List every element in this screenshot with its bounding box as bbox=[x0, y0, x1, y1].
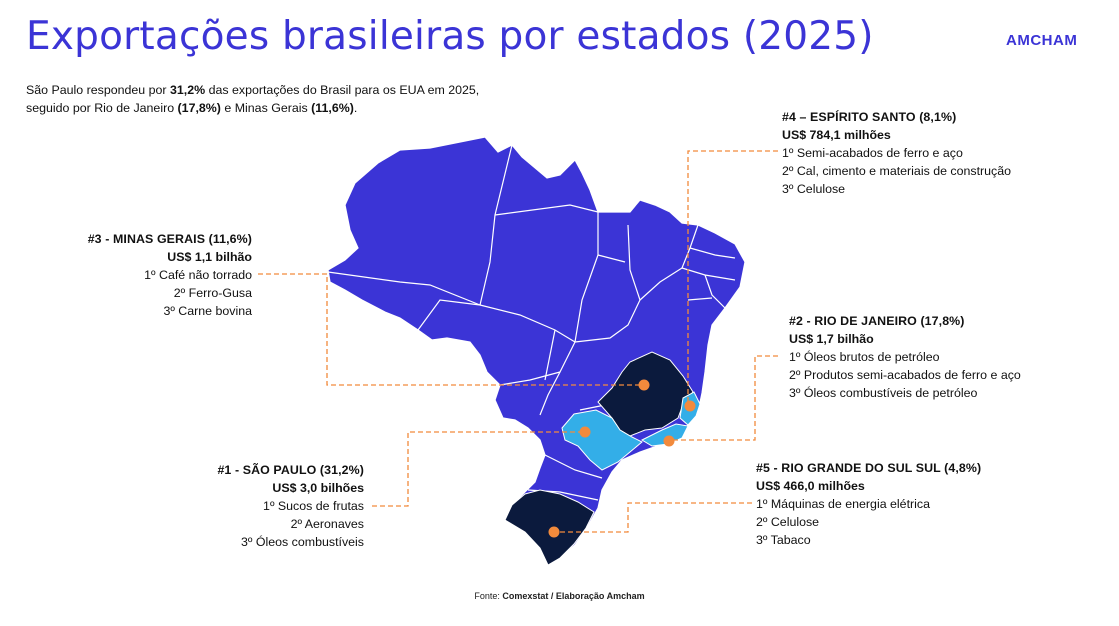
callout-item: 3º Óleos combustíveis bbox=[241, 535, 364, 549]
callout-item: 2º Produtos semi-acabados de ferro e aço bbox=[789, 368, 1021, 382]
brazil-outline bbox=[327, 136, 746, 566]
callout-title: #1 - SÃO PAULO (31,2%) bbox=[217, 463, 364, 477]
intro-part-1: São Paulo respondeu por bbox=[26, 83, 170, 97]
source-prefix: Fonte: bbox=[474, 591, 503, 601]
callout-item: 3º Tabaco bbox=[756, 533, 811, 547]
callout-item: 1º Óleos brutos de petróleo bbox=[789, 350, 940, 364]
intro-highlight-mg: (11,6%) bbox=[311, 101, 354, 115]
marker-espirito-santo[interactable] bbox=[684, 400, 696, 412]
callout-title: #5 - RIO GRANDE DO SUL SUL (4,8%) bbox=[756, 461, 982, 475]
callout-item: 1º Café não torrado bbox=[144, 268, 252, 282]
brand-logo[interactable]: AMCHAM bbox=[1006, 32, 1078, 49]
callout-item: 3º Carne bovina bbox=[163, 304, 252, 318]
callout-item: 2º Celulose bbox=[756, 515, 820, 529]
leader-sao-paulo bbox=[372, 431, 585, 507]
callout-title: #4 – ESPÍRITO SANTO (8,1%) bbox=[782, 110, 957, 124]
state-borders bbox=[327, 144, 736, 501]
leader-espirito-santo bbox=[687, 150, 778, 404]
marker-minas-gerais[interactable] bbox=[638, 379, 650, 391]
source-text: Comexstat / Elaboração Amcham bbox=[502, 591, 645, 601]
callout-value: US$ 466,0 milhões bbox=[756, 479, 865, 493]
callout-rio-grande-do-sul: #5 - RIO GRANDE DO SUL SUL (4,8%) US$ 46… bbox=[756, 459, 981, 549]
intro-highlight-sp: 31,2% bbox=[169, 83, 206, 97]
callout-item: 1º Semi-acabados de ferro e aço bbox=[782, 146, 963, 160]
state-markers bbox=[548, 379, 696, 538]
intro-part-2: das exportações do Brasil para os EUA em… bbox=[26, 83, 480, 115]
leader-rio-grande-do-sul bbox=[554, 502, 752, 533]
state-sao-paulo[interactable] bbox=[561, 409, 643, 471]
callout-value: US$ 784,1 milhões bbox=[782, 128, 891, 142]
state-rio-de-janeiro[interactable] bbox=[640, 423, 689, 447]
intro-part-3: e Minas Gerais bbox=[220, 101, 312, 115]
callout-value: US$ 3,0 bilhões bbox=[272, 481, 364, 495]
source-note: Fonte: Comexstat / Elaboração Amcham bbox=[0, 591, 1119, 601]
leader-rio-de-janeiro bbox=[670, 355, 778, 441]
intro-text: São Paulo respondeu por 31,2% das export… bbox=[26, 81, 486, 117]
state-rio-grande-do-sul[interactable] bbox=[504, 489, 595, 566]
leader-lines bbox=[258, 150, 778, 533]
callout-value: US$ 1,7 bilhão bbox=[789, 332, 874, 346]
callout-minas-gerais: #3 - MINAS GERAIS (11,6%) US$ 1,1 bilhão… bbox=[52, 230, 252, 320]
callout-item: 3º Celulose bbox=[782, 182, 846, 196]
callout-item: 2º Aeronaves bbox=[290, 517, 364, 531]
callout-espirito-santo: #4 – ESPÍRITO SANTO (8,1%) US$ 784,1 mil… bbox=[782, 108, 1011, 198]
callout-title: #2 - RIO DE JANEIRO (17,8%) bbox=[789, 314, 965, 328]
callout-item: 2º Ferro-Gusa bbox=[173, 286, 252, 300]
callout-item: 1º Sucos de frutas bbox=[263, 499, 364, 513]
intro-highlight-rj: (17,8%) bbox=[177, 101, 221, 115]
leader-minas-gerais bbox=[258, 273, 644, 386]
marker-sao-paulo[interactable] bbox=[579, 426, 591, 438]
page-title: Exportações brasileiras por estados (202… bbox=[26, 14, 874, 59]
callout-sao-paulo: #1 - SÃO PAULO (31,2%) US$ 3,0 bilhões 1… bbox=[164, 461, 364, 551]
callout-item: 1º Máquinas de energia elétrica bbox=[756, 497, 930, 511]
callout-rio-de-janeiro: #2 - RIO DE JANEIRO (17,8%) US$ 1,7 bilh… bbox=[789, 312, 1021, 402]
callout-title: #3 - MINAS GERAIS (11,6%) bbox=[87, 232, 252, 246]
marker-rio-de-janeiro[interactable] bbox=[663, 435, 675, 447]
marker-rio-grande-do-sul[interactable] bbox=[548, 526, 560, 538]
callout-item: 2º Cal, cimento e materiais de construçã… bbox=[782, 164, 1012, 178]
callout-value: US$ 1,1 bilhão bbox=[167, 250, 252, 264]
intro-part-4: . bbox=[353, 101, 358, 115]
callout-item: 3º Óleos combustíveis de petróleo bbox=[789, 386, 978, 400]
